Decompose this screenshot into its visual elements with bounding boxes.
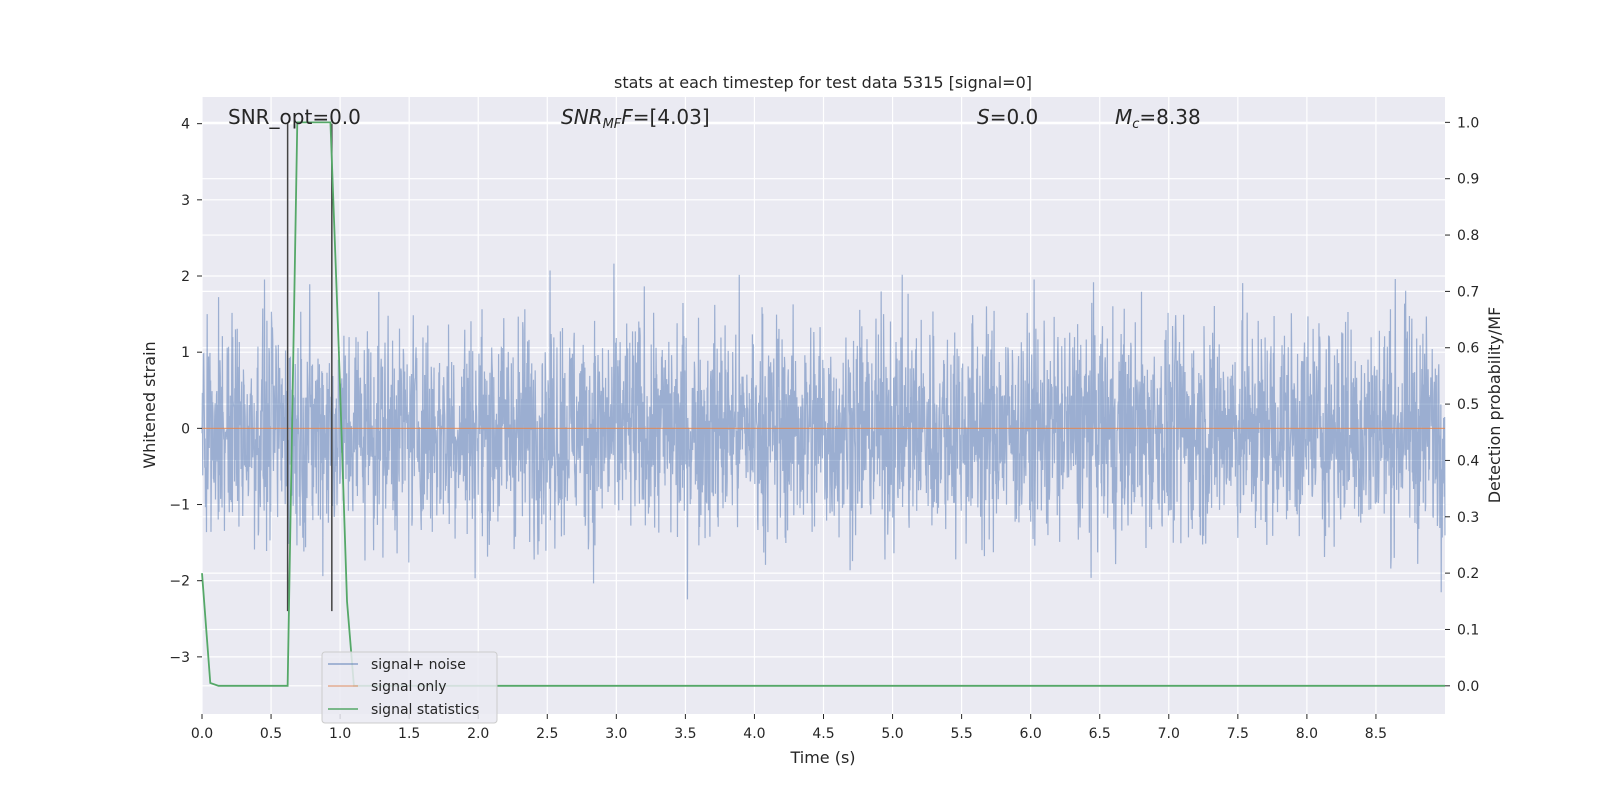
y-tick-label-2: −1 <box>169 498 190 514</box>
x-tick-label-7: 3.5 <box>674 726 696 742</box>
x-tick-label-5: 2.5 <box>536 726 558 742</box>
noise-line <box>201 263 1446 600</box>
x-tick-label-3: 1.5 <box>398 726 420 742</box>
y-axis-label: Whitened strain <box>140 341 159 468</box>
y-tick-label-0: −3 <box>169 650 190 666</box>
x-tick-label-13: 6.5 <box>1089 726 1111 742</box>
y-right-axis-label: Detection probability/MF <box>1485 307 1504 504</box>
x-tick-label-17: 8.5 <box>1365 726 1387 742</box>
annotation-s: S=0.0 <box>977 105 1038 129</box>
y-right-tick-label-8: 0.8 <box>1457 228 1479 244</box>
legend-label-signal-only: signal only <box>371 679 446 695</box>
legend-label-signal-statistics: signal statistics <box>371 702 479 718</box>
x-axis-label: Time (s) <box>789 748 855 767</box>
signal-statistics-line <box>201 121 1445 687</box>
y-tick-label-7: 4 <box>181 117 190 133</box>
legend-box <box>321 651 498 724</box>
y-right-tick-label-10: 1.0 <box>1457 115 1479 131</box>
y-right-tick-label-5: 0.5 <box>1457 397 1479 413</box>
chart-title: stats at each timestep for test data 531… <box>614 73 1032 92</box>
y-tick-label-1: −2 <box>169 574 190 590</box>
y-tick-label-4: 1 <box>181 345 190 361</box>
y-right-tick-label-1: 0.1 <box>1457 622 1479 638</box>
x-tick-label-9: 4.5 <box>812 726 834 742</box>
vertical-markers <box>286 123 333 612</box>
x-tick-label-8: 4.0 <box>743 726 765 742</box>
x-tick-label-10: 5.0 <box>881 726 903 742</box>
x-tick-label-12: 6.0 <box>1020 726 1042 742</box>
x-tick-label-6: 3.0 <box>605 726 627 742</box>
y-right-tick-label-0: 0.0 <box>1457 679 1479 695</box>
y-axis-ticks: −3 −2 −1 0 1 2 3 4 <box>169 117 202 666</box>
y-right-tick-label-4: 0.4 <box>1457 453 1479 469</box>
annotation-mc: Mc=8.38 <box>1115 105 1201 132</box>
x-tick-label-11: 5.5 <box>950 726 972 742</box>
x-tick-label-0: 0.0 <box>191 726 213 742</box>
x-tick-label-2: 1.0 <box>329 726 351 742</box>
y-right-tick-label-2: 0.2 <box>1457 566 1479 582</box>
annotation-snr-opt: SNR_opt=0.0 <box>228 105 361 129</box>
y-tick-label-3: 0 <box>181 421 190 437</box>
y-right-axis-ticks: 0.0 0.1 0.2 0.3 0.4 0.5 0.6 0.7 0.8 0.9 1.0 <box>1445 115 1479 695</box>
x-tick-label-1: 0.5 <box>260 726 282 742</box>
series-signal-statistics <box>201 121 1445 687</box>
y-tick-label-5: 2 <box>181 269 190 285</box>
x-axis-ticks: 0.0 0.5 1.0 1.5 2.0 2.5 3.0 3.5 4.0 4.5 5.0 5.5 6.0 6… <box>191 714 1387 742</box>
y-right-tick-label-9: 0.9 <box>1457 172 1479 188</box>
annotations: SNR_opt=0.0 SNRMFF=[4.03] S=0.0 Mc=8.38 <box>228 105 1201 132</box>
x-tick-label-4: 2.0 <box>467 726 489 742</box>
x-tick-label-14: 7.0 <box>1158 726 1180 742</box>
y-tick-label-6: 3 <box>181 193 190 209</box>
legend: signal+ noise signal only signal statist… <box>321 651 498 724</box>
y-right-tick-label-3: 0.3 <box>1457 510 1479 526</box>
legend-label-signal-noise: signal+ noise <box>371 657 466 673</box>
y-right-tick-label-6: 0.6 <box>1457 341 1479 357</box>
x-tick-label-15: 7.5 <box>1227 726 1249 742</box>
y-right-tick-label-7: 0.7 <box>1457 284 1479 300</box>
series-signal-noise <box>201 263 1446 600</box>
x-tick-label-16: 8.0 <box>1296 726 1318 742</box>
annotation-snr-mf: SNRMFF=[4.03] <box>561 105 710 132</box>
